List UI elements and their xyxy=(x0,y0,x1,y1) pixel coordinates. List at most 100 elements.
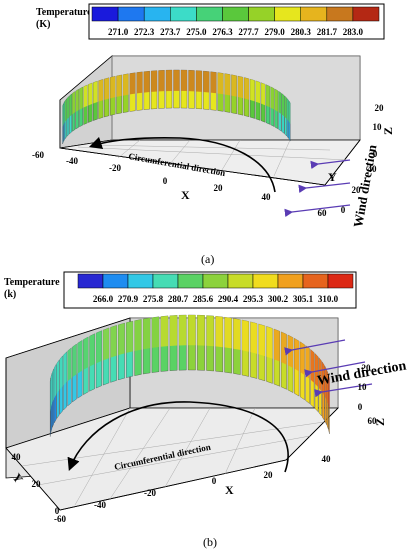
z-axis-label-a: Z xyxy=(381,127,395,135)
panel-strip-upper xyxy=(67,347,72,382)
panel-strip-upper xyxy=(173,70,180,91)
legend-b-colorbar xyxy=(77,273,354,289)
legend-tick-label: 300.2 xyxy=(268,294,289,304)
panel-strip-upper xyxy=(266,326,273,359)
legend-a: Temperature (K) 271.0 272.3 273.7 275.0 276.… xyxy=(36,3,385,40)
axis-tick-label: 60 xyxy=(318,208,328,218)
panel-strip-upper xyxy=(116,74,122,97)
panel-strip-upper xyxy=(50,373,52,408)
panel-strip-upper xyxy=(231,74,237,97)
legend-swatch xyxy=(326,6,354,22)
axis-tick-label: 0 xyxy=(212,476,217,486)
panel-strip-upper xyxy=(69,93,72,117)
axis-tick-label: 0 xyxy=(373,149,378,159)
panel-strip-upper xyxy=(52,368,54,403)
panel-strip-upper xyxy=(134,319,142,351)
legend-tick-label: 310.0 xyxy=(318,294,339,304)
x-axis-label-b: X xyxy=(225,483,234,497)
panel-strip-upper xyxy=(67,96,69,120)
axis-ticks-a: -60 -40 -20 0 20 40 60 0 20 40 0 10 20 xyxy=(32,103,384,218)
panel-strip-upper xyxy=(96,330,102,364)
legend-tick-label: 280.3 xyxy=(291,27,312,37)
legend-swatch xyxy=(227,273,254,289)
legend-swatch xyxy=(327,273,354,289)
axis-tick-label: 10 xyxy=(358,382,368,392)
panel-strip-upper xyxy=(197,315,205,346)
panel-strip-upper xyxy=(217,72,224,95)
legend-tick-label: 276.3 xyxy=(212,27,233,37)
panel-strip-upper xyxy=(250,79,255,102)
legend-swatch xyxy=(127,273,154,289)
panel-strip-upper xyxy=(327,370,329,405)
panel-strip-upper xyxy=(310,349,315,383)
legend-swatch xyxy=(102,273,129,289)
panel-strip-upper xyxy=(274,88,278,112)
axis-tick-label: 20 xyxy=(375,103,385,113)
panel-strip-upper xyxy=(237,76,243,99)
legend-swatch xyxy=(117,6,145,22)
legend-swatch xyxy=(277,273,304,289)
panel-strip-upper xyxy=(178,315,187,346)
axis-tick-label: 40 xyxy=(12,452,22,462)
panel-strip-upper xyxy=(270,86,274,110)
panel-a: Temperature (K) 271.0 272.3 273.7 275.0 276.… xyxy=(32,3,395,266)
caption-a: (a) xyxy=(201,252,214,266)
panel-strip-upper xyxy=(233,318,241,350)
panel-strip-upper xyxy=(143,71,150,93)
legend-a-unit: (K) xyxy=(36,19,50,30)
panel-strip-upper xyxy=(50,377,51,412)
panel-strip-upper xyxy=(181,70,188,92)
legend-b-tick-labels: 266.0 270.9 275.8 280.7 285.6 290.4 295.3 300.2… xyxy=(93,294,339,304)
panel-strip-upper xyxy=(54,364,57,399)
legend-swatch xyxy=(222,6,249,22)
legend-tick-label: 271.0 xyxy=(108,27,129,37)
legend-a-title: Temperature xyxy=(36,7,92,18)
panel-strip-upper xyxy=(278,91,282,114)
legend-a-tick-labels: 271.0 272.3 273.7 275.0 276.3 277.7 279.0 280.3… xyxy=(108,27,364,37)
circumferential-arrow-b xyxy=(67,401,289,473)
axis-tick-label: -60 xyxy=(32,150,44,160)
panel-strip-upper xyxy=(143,317,151,350)
axis-tick-label: -20 xyxy=(109,163,121,173)
panel-strip-upper xyxy=(104,77,109,100)
panel-strip-upper xyxy=(56,360,60,394)
panel-strip-upper xyxy=(65,98,67,122)
panel-strip-upper xyxy=(250,321,257,354)
legend-swatch xyxy=(143,6,171,22)
panel-strip-upper xyxy=(123,73,129,96)
panel-strip-upper xyxy=(129,72,136,95)
panel-strip-upper xyxy=(79,87,83,110)
axis-tick-label: 20 xyxy=(362,363,372,373)
legend-swatch xyxy=(252,273,279,289)
wind-arrows-a xyxy=(284,159,351,218)
axis-tick-label: -60 xyxy=(54,514,66,524)
legend-tick-label: 285.6 xyxy=(193,294,214,304)
panel-strip-upper xyxy=(83,336,89,370)
legend-swatch xyxy=(300,6,328,22)
panel-strip-upper xyxy=(103,327,110,361)
circumferential-arrow-a xyxy=(88,136,276,193)
panel-strip-upper xyxy=(151,70,158,92)
legend-swatch xyxy=(177,273,204,289)
panel-strip-upper xyxy=(118,323,125,356)
legend-swatch xyxy=(302,273,329,289)
wind-arrows-b xyxy=(284,339,373,398)
axis-tick-label: -20 xyxy=(144,488,156,498)
panel-strip-upper xyxy=(300,341,305,376)
legend-b: Temperature (k) 266.0 270.9 275.8 280.7 285.… xyxy=(4,271,357,309)
panel-strip-upper xyxy=(287,334,294,368)
panel-strip-upper xyxy=(110,325,117,358)
legend-tick-label: 266.0 xyxy=(93,294,114,304)
panel-strip-upper xyxy=(169,315,178,346)
legend-tick-label: 273.7 xyxy=(160,27,181,37)
y-axis-label-a: Y xyxy=(328,170,337,184)
panel-strip-upper xyxy=(77,340,83,374)
panel-strips-a xyxy=(62,69,291,145)
panel-strip-upper xyxy=(88,82,93,106)
panel-strip-upper xyxy=(255,80,261,104)
legend-swatch xyxy=(91,6,119,22)
panel-strip-upper xyxy=(126,321,133,353)
legend-swatch xyxy=(202,273,229,289)
legend-swatch xyxy=(196,6,223,22)
